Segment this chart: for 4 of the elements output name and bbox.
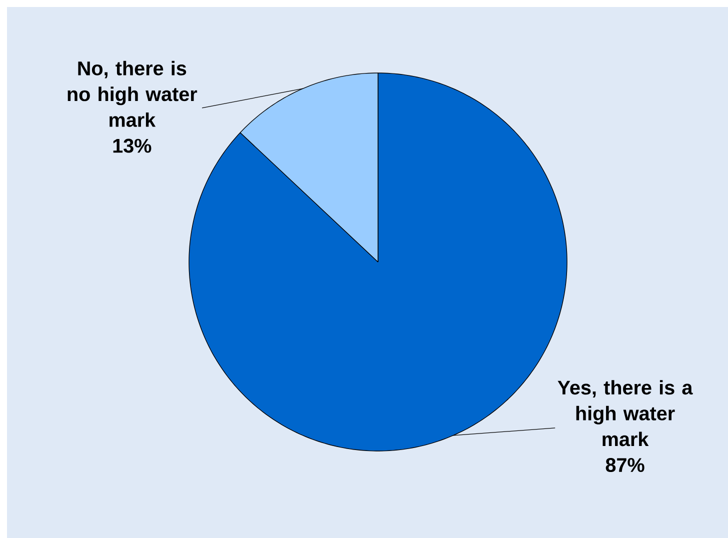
data-label: 13% xyxy=(113,138,152,153)
data-label: 87% xyxy=(606,458,644,472)
slice-label: Yes, there is a high water mark xyxy=(558,380,693,446)
slice-label: No, there is no high water mark xyxy=(68,60,198,127)
